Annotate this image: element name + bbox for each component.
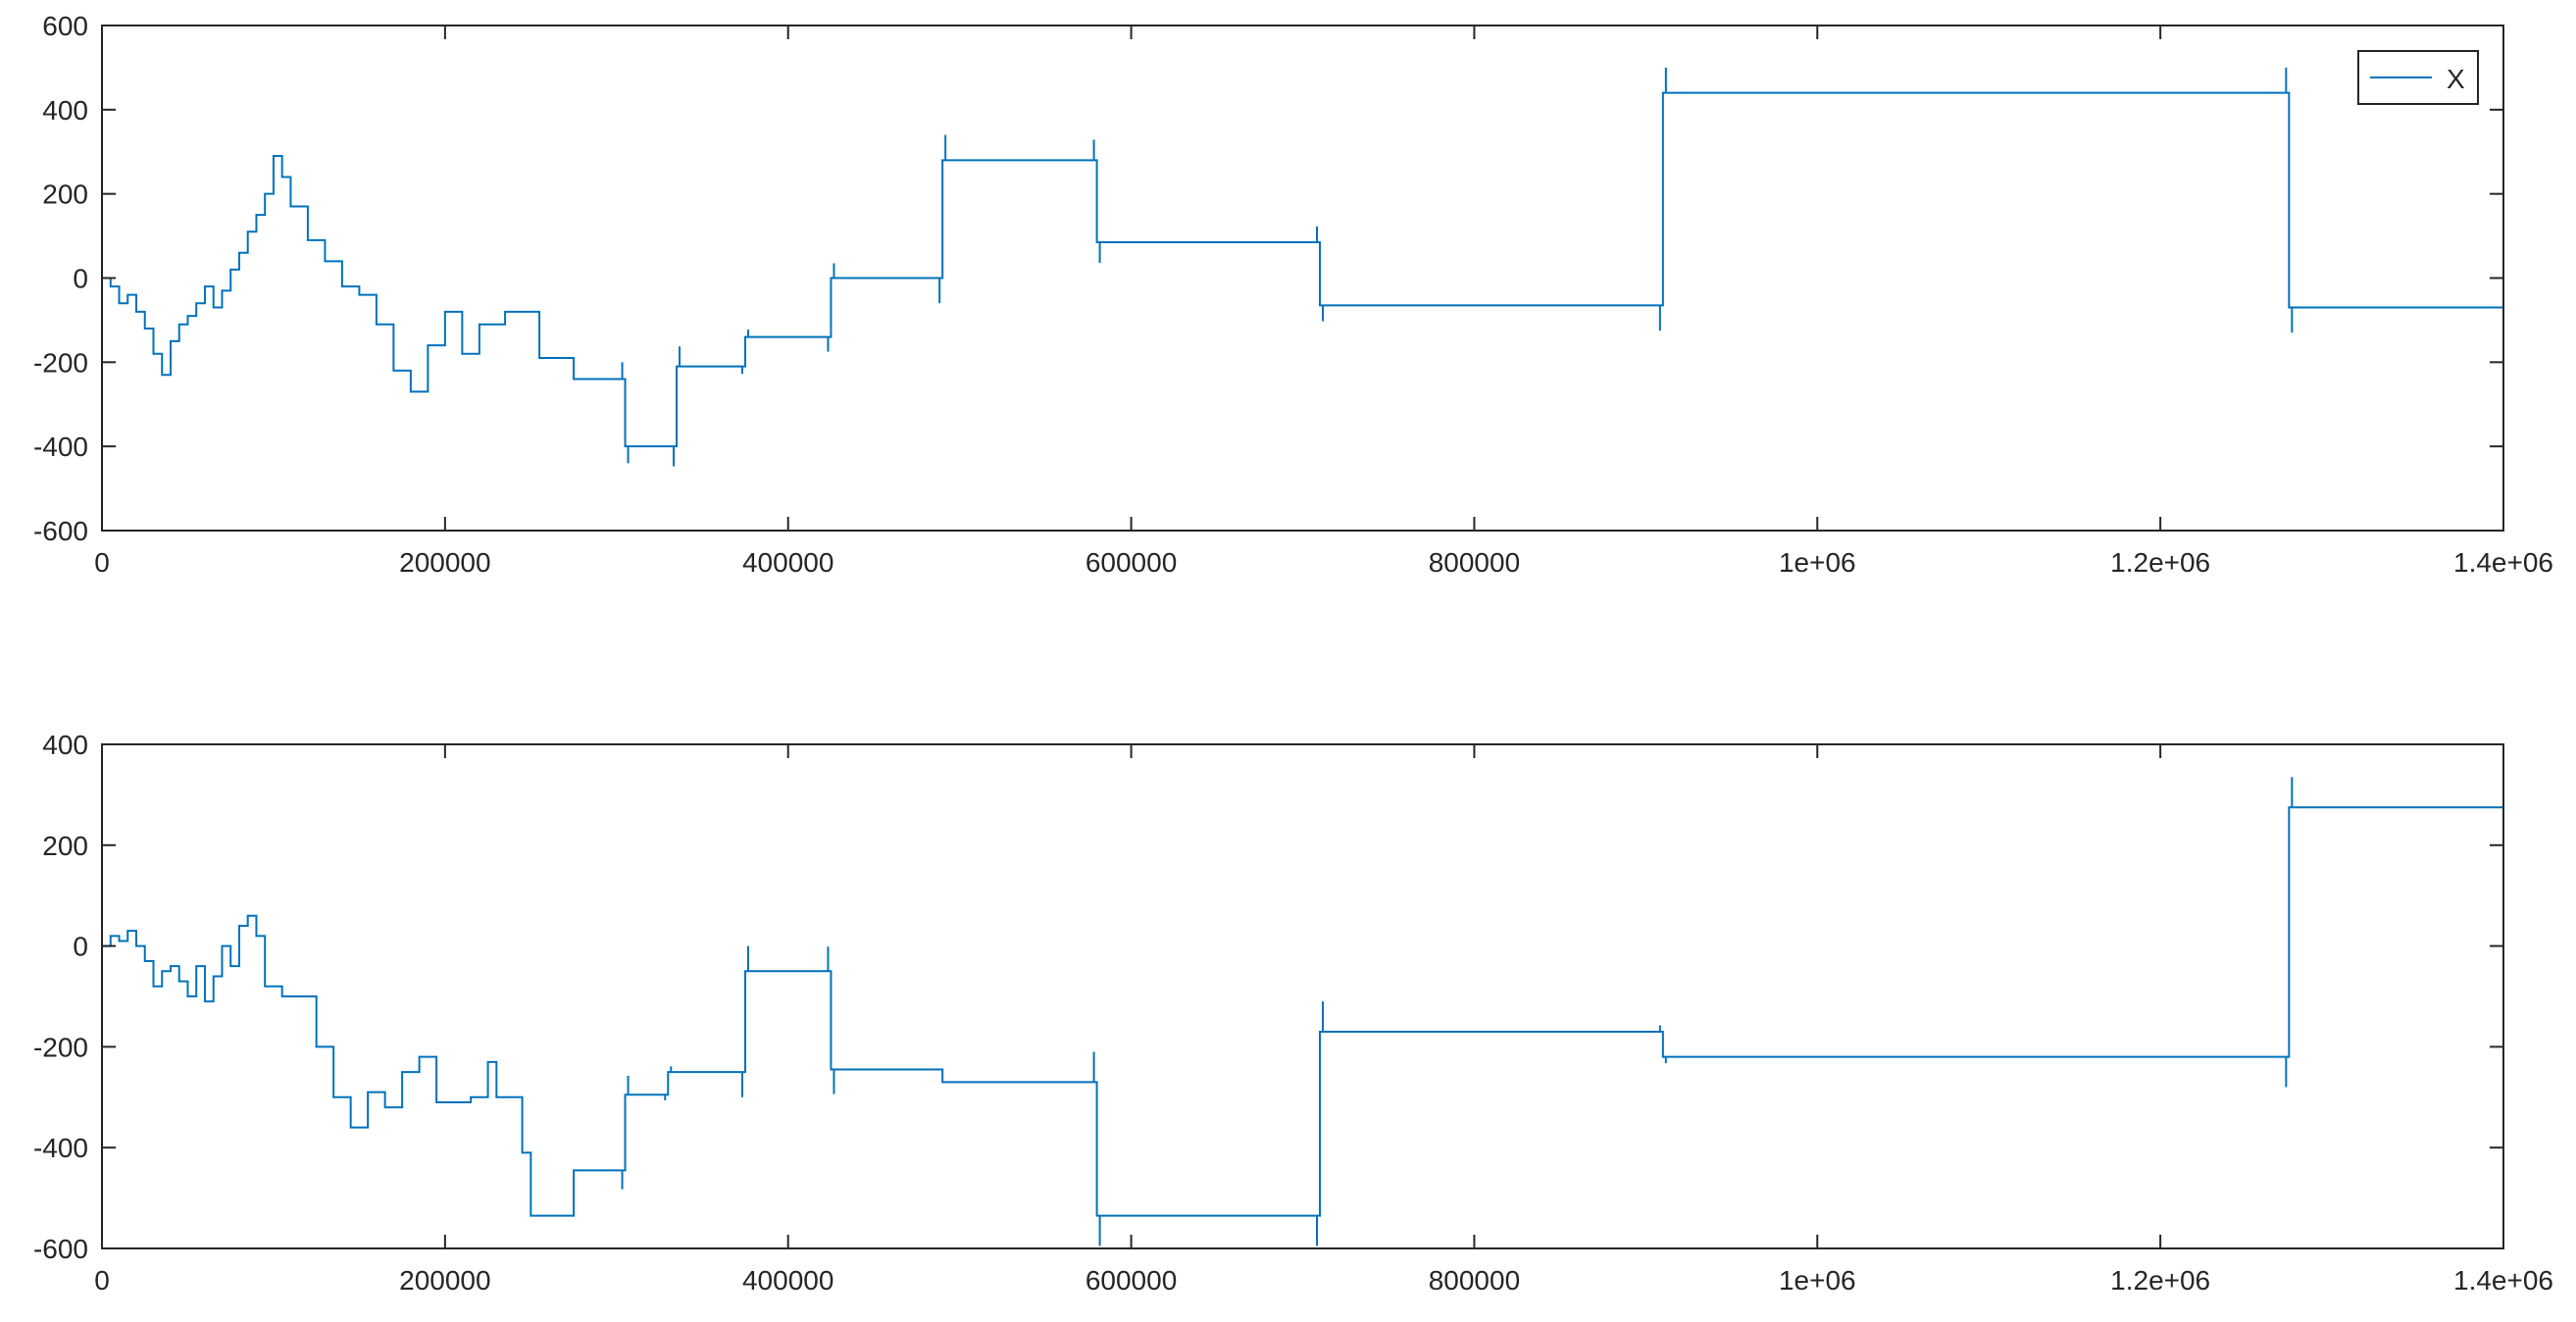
bottom-ytick-label: -200 <box>33 1032 88 1062</box>
bottom-axes: 0 200000 400000 600000 800000 1e+06 1.2e+06 1.4… <box>33 730 2553 1296</box>
bottom-xtick-label: 800000 <box>1429 1265 1520 1296</box>
top-ytick-label: 600 <box>42 11 88 41</box>
bottom-xtick-label: 1.2e+06 <box>2110 1265 2210 1296</box>
top-ytick-label: 200 <box>42 179 88 210</box>
top-series-line <box>102 91 2503 448</box>
bottom-xtick-label: 1e+06 <box>1779 1265 1856 1296</box>
legend-label: X <box>2447 64 2465 94</box>
top-xtick-label: 600000 <box>1086 547 1177 578</box>
bottom-xtick-label: 1.4e+06 <box>2453 1265 2553 1296</box>
top-ytick-label: 0 <box>73 264 88 294</box>
bottom-ytick-label: 400 <box>42 730 88 760</box>
top-ytick-label: -400 <box>33 432 88 462</box>
bottom-xtick-label: 400000 <box>742 1265 833 1296</box>
bottom-frame <box>101 743 2504 1249</box>
top-xtick-label: 400000 <box>742 547 833 578</box>
bottom-ytick-label: 200 <box>42 831 88 861</box>
bottom-ytick-label: 0 <box>73 932 88 962</box>
top-xtick-label: 0 <box>94 547 110 578</box>
top-ytick-label: -200 <box>33 347 88 378</box>
legend: X <box>2357 50 2479 105</box>
bottom-series-line <box>102 806 2503 1217</box>
bottom-xtick-label: 600000 <box>1086 1265 1177 1296</box>
bottom-xtick-label: 0 <box>94 1265 110 1296</box>
bottom-xtick-label: 200000 <box>399 1265 490 1296</box>
top-axes: 0 200000 400000 600000 800000 1e+06 1.2e+06 1.4… <box>33 11 2553 578</box>
top-xtick-label: 1.2e+06 <box>2110 547 2210 578</box>
top-xtick-label: 800000 <box>1429 547 1520 578</box>
top-xtick-label: 200000 <box>399 547 490 578</box>
top-xtick-label: 1e+06 <box>1779 547 1856 578</box>
bottom-ytick-label: -400 <box>33 1133 88 1163</box>
bottom-ytick-label: -600 <box>33 1234 88 1264</box>
top-ytick-label: 400 <box>42 95 88 126</box>
top-xtick-label: 1.4e+06 <box>2453 547 2553 578</box>
top-ytick-label: -600 <box>33 516 88 546</box>
top-frame <box>101 25 2504 532</box>
